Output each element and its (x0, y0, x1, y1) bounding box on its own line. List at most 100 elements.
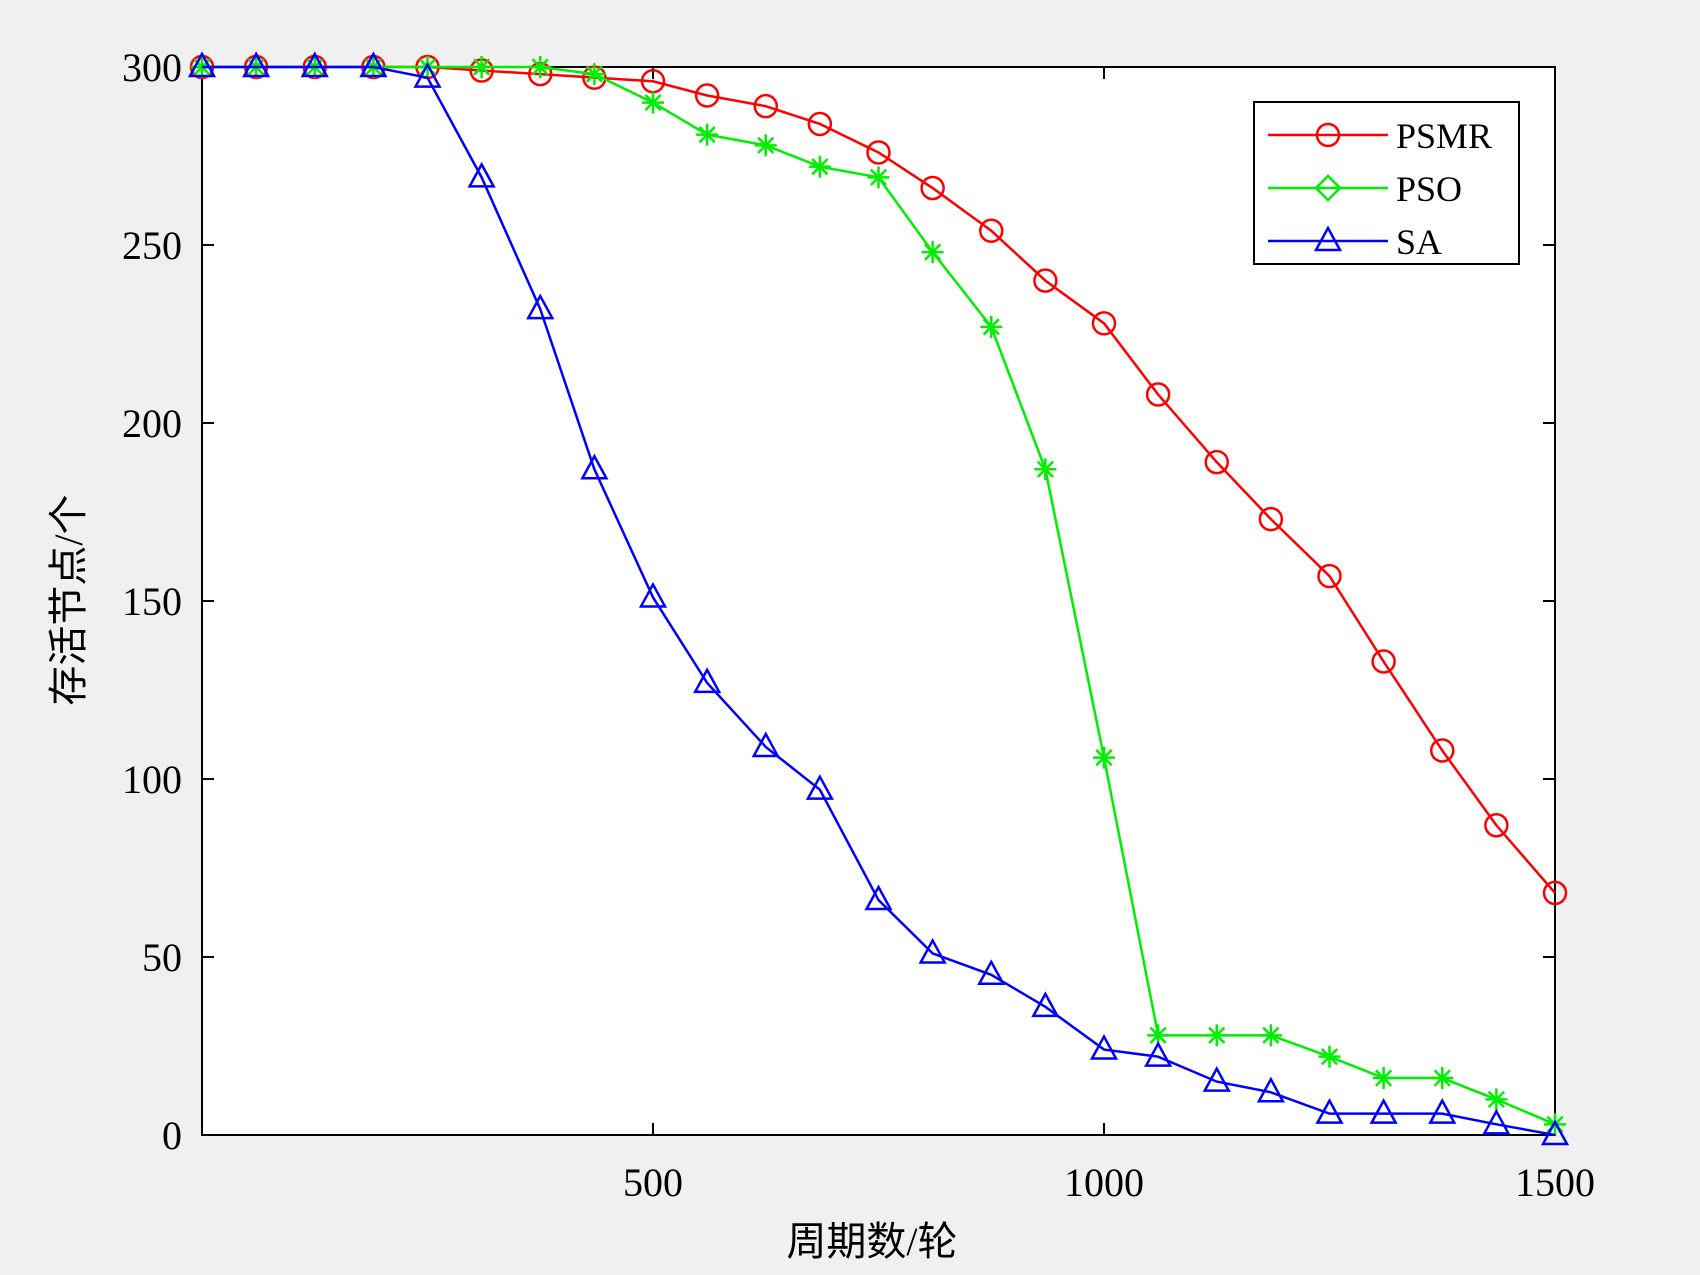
data-point-asterisk (529, 56, 552, 78)
data-point-triangle (1256, 1076, 1285, 1103)
data-point-circle (920, 175, 945, 201)
data-point-circle (807, 111, 833, 137)
y-tick-label: 300 (122, 45, 182, 90)
y-tick-label: 150 (122, 579, 182, 624)
asterisk-stroke (1036, 460, 1054, 478)
data-point-asterisk (1205, 1024, 1228, 1047)
y-axis: 0 50 100 150 200 250 300 (122, 45, 1555, 1158)
data-point-asterisk (921, 241, 944, 264)
data-point-circle (1430, 738, 1455, 763)
asterisk-stroke (531, 58, 549, 76)
data-point-diamond (1314, 174, 1342, 202)
data-point-asterisk (583, 63, 606, 86)
y-tick-label: 250 (122, 223, 182, 268)
data-point-asterisk (1259, 1024, 1282, 1047)
asterisk-stroke (757, 136, 775, 154)
series-line (202, 65, 1556, 1137)
asterisk-stroke (1433, 1069, 1451, 1087)
data-point-asterisk (1034, 458, 1057, 481)
data-point-asterisk (1318, 1045, 1341, 1068)
data-point-circle (1371, 649, 1396, 674)
data-point-triangle (526, 293, 555, 320)
data-point-triangle (918, 937, 947, 964)
data-point-triangle (977, 959, 1006, 986)
data-point-triangle (1144, 1041, 1173, 1067)
asterisk-stroke (1262, 1026, 1280, 1044)
data-point-asterisk (470, 56, 493, 78)
data-point-circle (1317, 563, 1342, 589)
data-point-circle (1204, 449, 1229, 475)
data-point-asterisk (1431, 1067, 1454, 1090)
data-point-triangle (1369, 1098, 1398, 1124)
data-point-triangle (1428, 1098, 1457, 1124)
data-point-circle (1484, 813, 1509, 838)
legend: PSMR PSO SA (1253, 101, 1520, 265)
data-point-triangle (300, 51, 329, 78)
x-tick-label: 500 (623, 1160, 683, 1205)
asterisk-stroke (585, 65, 603, 83)
asterisk-stroke (1375, 1069, 1393, 1087)
legend-label: PSMR (1396, 116, 1492, 156)
data-point-triangle (1313, 225, 1343, 252)
data-point-circle (753, 93, 778, 119)
series-sa (187, 51, 1570, 1146)
data-point-circle (979, 218, 1004, 244)
data-point-circle (866, 140, 891, 165)
data-point-asterisk (1485, 1088, 1508, 1111)
data-point-circle (1258, 506, 1284, 532)
asterisk-stroke (1487, 1090, 1505, 1108)
data-point-asterisk (642, 91, 664, 114)
asterisk-stroke (644, 94, 662, 112)
asterisk-stroke (1320, 1048, 1339, 1066)
data-point-circle (1033, 268, 1058, 293)
asterisk-stroke (1149, 1026, 1167, 1044)
asterisk-stroke (1095, 749, 1113, 767)
asterisk-stroke (982, 318, 1000, 336)
data-point-asterisk (754, 134, 777, 157)
data-point-circle (1091, 311, 1117, 336)
data-point-triangle (1315, 1098, 1344, 1124)
y-axis-title: 存活节点/个 (46, 494, 91, 705)
data-point-triangle (413, 62, 442, 88)
legend-label: SA (1396, 222, 1442, 262)
y-tick-label: 50 (142, 935, 182, 980)
data-point-triangle (467, 161, 496, 188)
data-point-asterisk (1093, 746, 1115, 769)
x-tick-label: 1000 (1064, 1160, 1144, 1205)
data-point-triangle (864, 884, 893, 911)
data-point-circle (1542, 880, 1568, 906)
legend-label: PSO (1396, 169, 1462, 209)
series-layer (187, 51, 1570, 1146)
legend-box (1253, 101, 1520, 265)
asterisk-stroke (473, 58, 491, 76)
y-tick-label: 100 (122, 757, 182, 802)
data-point-triangle (1482, 1108, 1511, 1135)
data-point-triangle (580, 453, 609, 480)
asterisk-stroke (811, 158, 829, 176)
data-point-asterisk (1372, 1067, 1395, 1090)
asterisk-stroke (1208, 1026, 1226, 1044)
data-point-triangle (1031, 991, 1060, 1018)
data-point-triangle (242, 51, 271, 78)
asterisk-stroke (869, 168, 888, 186)
data-point-triangle (187, 51, 217, 78)
x-axis-title: 周期数/轮 (786, 1219, 957, 1264)
data-point-triangle (638, 581, 668, 608)
data-point-triangle (1202, 1065, 1231, 1092)
data-point-circle (1315, 122, 1341, 148)
data-point-asterisk (980, 315, 1003, 338)
asterisk-stroke (698, 126, 716, 144)
data-point-triangle (805, 774, 834, 800)
data-point-circle (1145, 382, 1171, 407)
asterisk-stroke (924, 243, 942, 261)
y-tick-label: 0 (162, 1113, 182, 1158)
x-axis: 500 1000 1500 (623, 67, 1595, 1205)
data-point-asterisk (867, 166, 890, 189)
data-point-triangle (693, 667, 722, 694)
data-point-triangle (1089, 1033, 1119, 1060)
x-tick-label: 1500 (1515, 1160, 1595, 1205)
data-point-triangle (1540, 1119, 1570, 1146)
data-point-circle (694, 83, 720, 108)
data-point-triangle (751, 731, 780, 758)
